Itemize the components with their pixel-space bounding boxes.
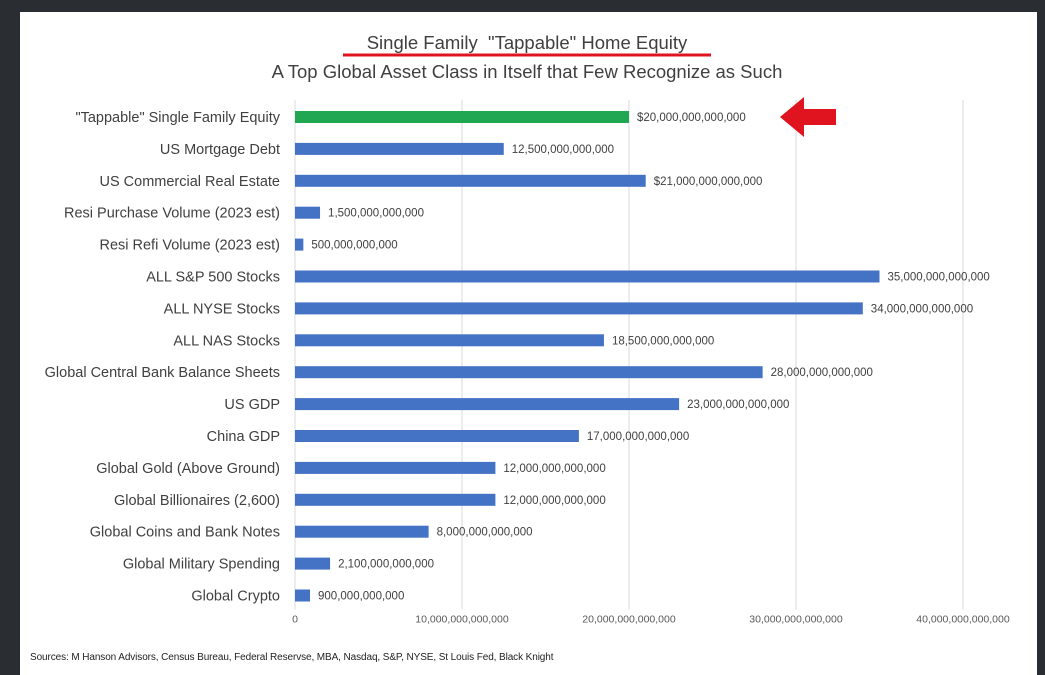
category-labels: "Tappable" Single Family Equity US Mortga… [45,110,281,605]
category-label: Resi Refi Volume (2023 est) [99,238,280,254]
value-label: 17,000,000,000,000 [587,431,689,443]
category-label: ALL S&P 500 Stocks [146,270,280,286]
bar [295,238,304,251]
chart-title: Single Family "Tappable" Home Equity [367,32,688,53]
category-label: "Tappable" Single Family Equity [75,110,280,126]
x-tick-label: 40,000,000,000,000 [916,614,1010,626]
bar [295,461,496,474]
value-label: 34,000,000,000,000 [871,303,973,315]
value-label: 900,000,000,000 [318,591,404,603]
bar [295,525,429,538]
bar [295,302,863,315]
category-label: Resi Purchase Volume (2023 est) [64,206,280,222]
value-label: 18,500,000,000,000 [612,335,714,347]
red-arrow-icon [780,97,836,137]
x-tick-label: 30,000,000,000,000 [749,614,843,626]
value-labels: $20,000,000,000,000 12,500,000,000,000 $21… [311,112,989,603]
category-label: Global Billionaires (2,600) [114,493,280,509]
bar [295,493,496,506]
bar [295,430,579,442]
value-label: 12,500,000,000,000 [512,144,614,156]
bar [295,398,680,411]
x-tick-label: 10,000,000,000,000 [415,614,509,626]
bar [295,111,629,123]
screenshot-right-frame [1037,0,1045,675]
bar [295,334,604,347]
category-label: ALL NYSE Stocks [164,301,280,317]
bars [295,111,880,602]
value-label: $21,000,000,000,000 [654,176,763,188]
x-tick-label: 0 [292,614,298,626]
bar [295,206,321,219]
chart-paper: Single Family "Tappable" Home Equity A T… [20,12,1037,675]
bar [295,270,880,283]
category-label: Global Military Spending [123,557,280,573]
category-label: Global Coins and Bank Notes [90,525,280,541]
bar [295,174,646,187]
value-label: 8,000,000,000,000 [437,527,533,539]
x-axis-ticks: 0 10,000,000,000,000 20,000,000,000,000 30,… [292,614,1010,626]
value-label: 1,500,000,000,000 [328,208,424,220]
category-label: US Commercial Real Estate [100,174,281,190]
screenshot-top-frame [0,0,1045,12]
bar-chart: Single Family "Tappable" Home Equity A T… [45,32,1010,626]
category-label: ALL NAS Stocks [173,333,280,349]
value-label: 2,100,000,000,000 [338,559,434,571]
value-label: 12,000,000,000,000 [503,495,605,507]
category-label: US GDP [224,397,280,413]
chart-subtitle: A Top Global Asset Class in Itself that … [272,61,783,82]
bar [295,557,331,570]
category-label: Global Gold (Above Ground) [96,461,280,477]
value-label: 500,000,000,000 [311,240,397,252]
bar [295,142,504,155]
category-label: China GDP [207,429,280,445]
value-label: $20,000,000,000,000 [637,112,746,124]
value-label: 23,000,000,000,000 [687,399,789,411]
screenshot-left-frame [0,0,20,675]
category-label: Global Crypto [191,589,280,605]
value-label: 12,000,000,000,000 [503,463,605,475]
annotation [780,97,836,137]
bar [295,589,311,602]
x-tick-label: 20,000,000,000,000 [582,614,676,626]
bar [295,366,763,379]
value-label: 28,000,000,000,000 [771,367,873,379]
category-label: Global Central Bank Balance Sheets [45,365,280,381]
category-label: US Mortgage Debt [160,142,280,158]
value-label: 35,000,000,000,000 [888,272,990,284]
sources-note: Sources: M Hanson Advisors, Census Burea… [30,652,554,663]
